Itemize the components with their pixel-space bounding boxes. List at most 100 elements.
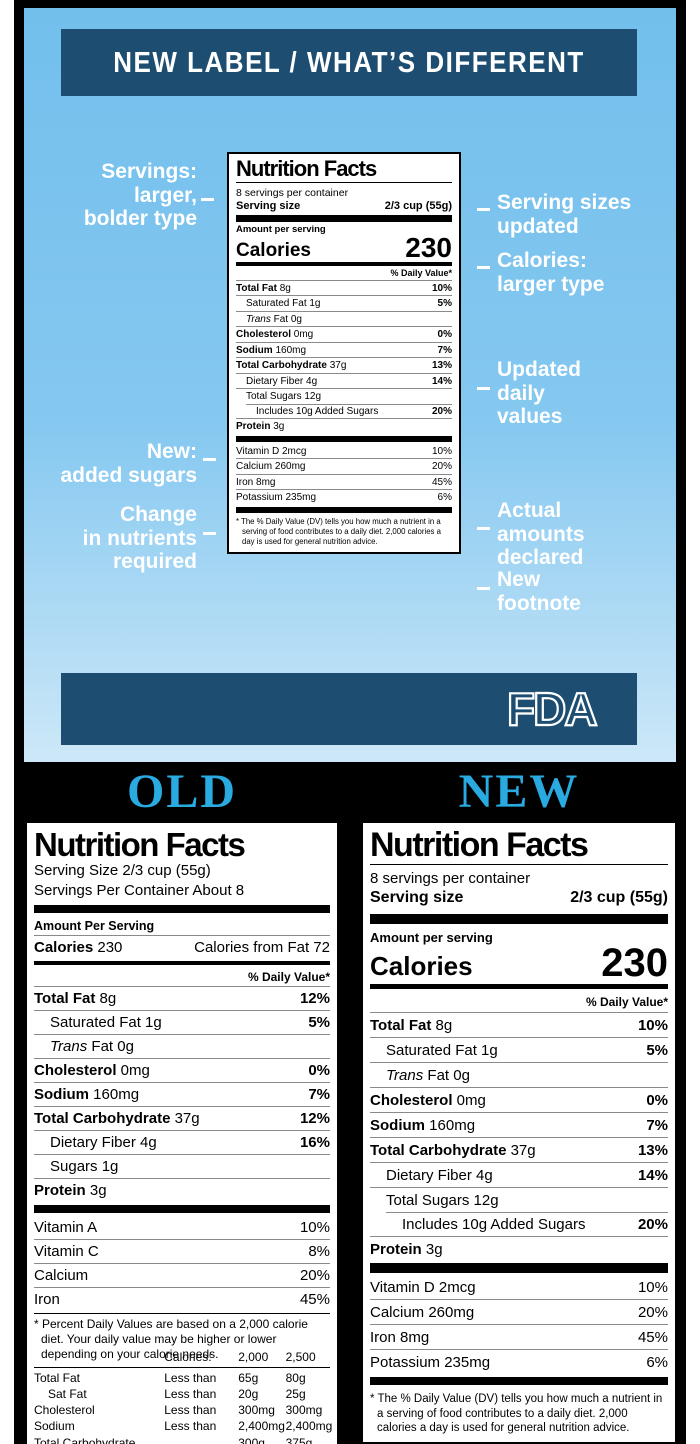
table-row: Sodium Less than 2,400mg 2,400mg bbox=[34, 1419, 333, 1434]
daily-value-header: % Daily Value* bbox=[585, 994, 668, 1009]
row-iron: Iron 45% bbox=[34, 1286, 330, 1311]
serving-size-row: Serving size 2/3 cup (55g) bbox=[370, 889, 668, 906]
nutrition-label-new: Nutrition Facts 8 servings per container… bbox=[360, 820, 678, 1444]
daily-value-header: % Daily Value* bbox=[390, 267, 452, 278]
row-cholesterol: Cholesterol 0mg 0% bbox=[370, 1086, 668, 1112]
row-sodium: Sodium 160mg 7% bbox=[236, 341, 452, 358]
connector-dash-icon bbox=[203, 458, 216, 461]
row-total-carbohydrate: Total Carbohydrate 37g 13% bbox=[236, 357, 452, 373]
table-row: Total Fat Less than 65g 80g bbox=[34, 1370, 306, 1385]
table-row: Total Carbohydrate 300g 375g bbox=[34, 1435, 313, 1444]
row-cholesterol: Cholesterol 0mg 0% bbox=[236, 326, 452, 342]
row-sodium: Sodium 160mg 7% bbox=[370, 1111, 668, 1137]
serving-size-line: Serving Size 2/3 cup (55g) bbox=[34, 862, 211, 879]
row-saturated-fat: Saturated Fat 1g 5% bbox=[34, 1009, 330, 1034]
row-saturated-fat: Saturated Fat 1g 5% bbox=[370, 1036, 668, 1062]
row-trans-fat: Trans Fat 0g bbox=[370, 1061, 668, 1087]
amount-per-serving: Amount per serving bbox=[236, 224, 326, 236]
compare-section: OLD Nutrition Facts Serving Size 2/3 cup… bbox=[14, 762, 686, 1444]
annotation-calories-type: Calories: larger type bbox=[497, 249, 605, 296]
row-calcium: Calcium 260mg 20% bbox=[370, 1298, 668, 1324]
page-title: NEW LABEL / WHAT’S DIFFERENT bbox=[113, 45, 585, 79]
row-vitamin-d: Vitamin D 2mcg 10% bbox=[370, 1278, 668, 1296]
footnote: * Percent Daily Values are based on a 2,… bbox=[34, 1316, 308, 1362]
row-vitamin-c: Vitamin C 8% bbox=[34, 1238, 330, 1263]
nutrition-facts-title: Nutrition Facts bbox=[370, 826, 589, 864]
servings-per-container: Servings Per Container About 8 bbox=[34, 882, 245, 900]
row-dietary-fiber: Dietary Fiber 4g 16% bbox=[34, 1129, 330, 1154]
connector-dash-icon bbox=[477, 208, 490, 211]
title-banner: NEW LABEL / WHAT’S DIFFERENT bbox=[61, 29, 637, 96]
calories-from-fat: Calories from Fat 72 bbox=[194, 938, 330, 956]
row-vitamin-a: Vitamin A 10% bbox=[34, 1219, 330, 1236]
servings-per-container: 8 servings per container bbox=[236, 187, 349, 200]
connector-dash-icon bbox=[477, 387, 490, 390]
annotation-servings-type: Servings: larger, bolder type bbox=[83, 160, 197, 231]
row-iron: Iron 8mg 45% bbox=[370, 1323, 668, 1349]
footnote: * The % Daily Value (DV) tells you how m… bbox=[236, 516, 441, 546]
row-vitamin-d: Vitamin D 2mcg 10% bbox=[236, 445, 452, 457]
calories-row: Calories 230 Calories from Fat 72 bbox=[34, 934, 330, 959]
row-protein: Protein 3g bbox=[370, 1235, 668, 1261]
row-protein: Protein 3g bbox=[34, 1177, 330, 1202]
row-total-fat: Total Fat 8g 10% bbox=[370, 1011, 668, 1037]
row-total-sugars: Total Sugars 12g bbox=[370, 1186, 668, 1212]
row-trans-fat: Trans Fat 0g bbox=[236, 310, 452, 327]
connector-dash-icon bbox=[201, 198, 214, 201]
connector-dash-icon bbox=[477, 527, 490, 530]
nutrition-facts-title: Nutrition Facts bbox=[34, 826, 246, 863]
amount-per-serving: Amount Per Serving bbox=[34, 918, 155, 933]
footnote-table-header: Calories: 2,000 2,500 bbox=[34, 1349, 330, 1368]
row-dietary-fiber: Dietary Fiber 4g 14% bbox=[370, 1161, 668, 1187]
nutrition-label-old: Nutrition Facts Serving Size 2/3 cup (55… bbox=[24, 820, 340, 1444]
nutrition-facts-title: Nutrition Facts bbox=[236, 156, 377, 181]
serving-size-row: Serving size 2/3 cup (55g) bbox=[236, 200, 452, 213]
row-protein: Protein 3g bbox=[236, 418, 452, 434]
row-saturated-fat: Saturated Fat 1g 5% bbox=[236, 295, 452, 311]
row-calcium: Calcium 260mg 20% bbox=[236, 458, 452, 474]
row-total-carbohydrate: Total Carbohydrate 37g 13% bbox=[370, 1136, 668, 1162]
calories-row: Calories 230 bbox=[236, 232, 452, 264]
servings-per-container: 8 servings per container bbox=[370, 870, 531, 887]
top-panel: NEW LABEL / WHAT’S DIFFERENT Servings: l… bbox=[24, 8, 676, 762]
row-total-carbohydrate: Total Carbohydrate 37g 12% bbox=[34, 1105, 330, 1130]
row-calcium: Calcium 20% bbox=[34, 1262, 330, 1287]
nutrition-label-small: Nutrition Facts 8 servings per container… bbox=[227, 152, 461, 554]
svg-text:FDA: FDA bbox=[507, 683, 596, 735]
annotation-new-footnote: New footnote bbox=[497, 568, 581, 615]
table-row: Cholesterol Less than 300mg 300mg bbox=[34, 1403, 323, 1418]
table-row: Sat Fat Less than 20g 25g bbox=[48, 1386, 306, 1401]
row-added-sugars: Includes 10g Added Sugars 20% bbox=[236, 403, 452, 419]
row-potassium: Potassium 235mg 6% bbox=[236, 489, 452, 505]
row-total-sugars: Total Sugars 12g bbox=[236, 388, 452, 404]
row-cholesterol: Cholesterol 0mg 0% bbox=[34, 1057, 330, 1082]
row-iron: Iron 8mg 45% bbox=[236, 473, 452, 490]
new-column: NEW Nutrition Facts 8 servings per conta… bbox=[360, 764, 678, 1444]
connector-dash-icon bbox=[477, 266, 490, 269]
connector-dash-icon bbox=[477, 587, 490, 590]
new-heading: NEW bbox=[458, 765, 580, 818]
row-total-fat: Total Fat 8g 12% bbox=[34, 985, 330, 1010]
infographic-frame: NEW LABEL / WHAT’S DIFFERENT Servings: l… bbox=[14, 0, 686, 1444]
row-potassium: Potassium 235mg 6% bbox=[370, 1348, 668, 1374]
calories-row: Calories 230 bbox=[370, 941, 668, 985]
row-dietary-fiber: Dietary Fiber 4g 14% bbox=[236, 372, 452, 389]
fda-banner: FDA bbox=[61, 673, 637, 745]
annotation-daily-values: Updated daily values bbox=[497, 358, 581, 429]
row-trans-fat: Trans Fat 0g bbox=[34, 1033, 330, 1058]
row-added-sugars: Includes 10g Added Sugars 20% bbox=[370, 1211, 668, 1236]
connector-dash-icon bbox=[203, 532, 216, 535]
row-total-fat: Total Fat 8g 10% bbox=[236, 279, 452, 296]
fda-logo-icon: FDA bbox=[506, 683, 600, 735]
annotation-actual-amounts: Actual amounts declared bbox=[497, 499, 585, 570]
row-sodium: Sodium 160mg 7% bbox=[34, 1081, 330, 1106]
old-heading: OLD bbox=[126, 765, 237, 818]
annotation-added-sugars: New: added sugars bbox=[60, 440, 197, 487]
daily-value-header: % Daily Value* bbox=[247, 969, 330, 984]
footnote-table: Calories: 2,000 2,500 Total Fat Less than 65… bbox=[34, 1349, 333, 1444]
annotation-nutrients-required: Change in nutrients required bbox=[82, 503, 197, 574]
row-sugars: Sugars 1g bbox=[34, 1153, 330, 1178]
old-column: OLD Nutrition Facts Serving Size 2/3 cup… bbox=[24, 764, 340, 1444]
amount-per-serving: Amount per serving bbox=[370, 930, 493, 945]
footnote: * The % Daily Value (DV) tells you how m… bbox=[370, 1392, 663, 1435]
